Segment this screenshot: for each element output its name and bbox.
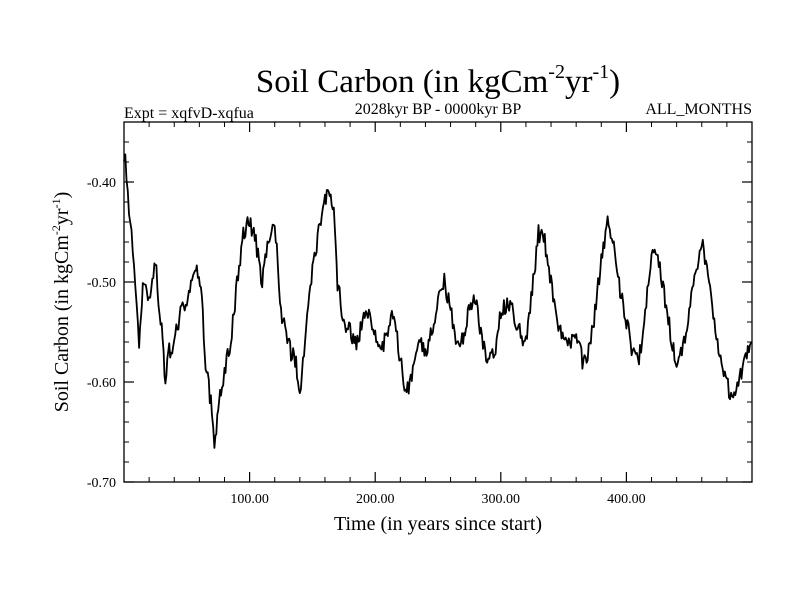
- y-tick-label: -0.40: [87, 176, 116, 191]
- y-axis-label: Soil Carbon (in kgCm-2yr-1): [49, 192, 73, 413]
- y-tick-label: -0.60: [87, 376, 116, 391]
- x-axis-label: Time (in years since start): [334, 513, 542, 535]
- y-tick-label: -0.50: [87, 276, 116, 291]
- x-tick-label: 100.00: [230, 492, 269, 507]
- x-axis-ticks: 100.00 200.00 300.00 400.00: [230, 122, 646, 507]
- x-tick-label: 200.00: [356, 492, 395, 507]
- minor-ticks: [124, 122, 752, 482]
- months-label: ALL_MONTHS: [645, 101, 752, 118]
- experiment-label: Expt = xqfvD-xqfua: [124, 105, 254, 122]
- x-tick-label: 300.00: [482, 492, 521, 507]
- y-axis-ticks: -0.40 -0.50 -0.60 -0.70: [87, 176, 752, 491]
- series-line-soil-carbon: [123, 153, 753, 449]
- chart-title: Soil Carbon (in kgCm-2yr-1): [256, 61, 620, 100]
- time-range-label: 2028kyr BP - 0000kyr BP: [355, 101, 522, 118]
- x-tick-label: 400.00: [607, 492, 646, 507]
- y-tick-label: -0.70: [87, 476, 116, 491]
